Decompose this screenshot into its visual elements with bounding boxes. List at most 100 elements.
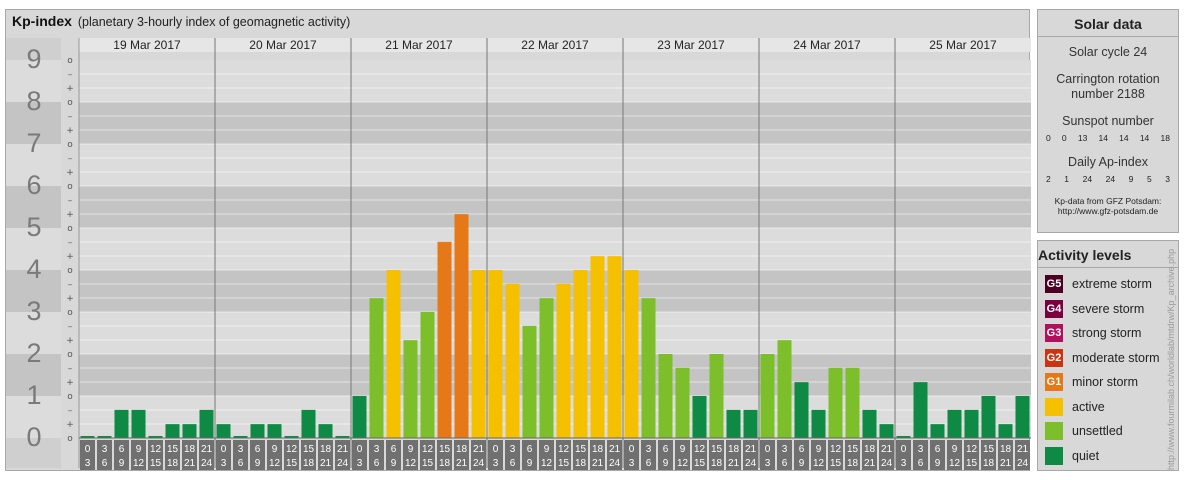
y-band-label-bg [6, 144, 61, 186]
kp-bar [114, 409, 129, 438]
interval-cell [896, 440, 911, 470]
y-band-label-bg [6, 60, 61, 102]
activity-level-swatch: G4 [1045, 299, 1063, 318]
activity-level-row: G2 moderate storm [1038, 346, 1178, 371]
y-tick-label: 3 [26, 296, 41, 326]
interval-start-label: 21 [745, 444, 757, 455]
interval-start-label: 0 [765, 444, 771, 455]
interval-end-label: 3 [901, 458, 907, 469]
y-subtick-label: o [67, 98, 73, 108]
interval-end-label: 24 [609, 458, 621, 469]
interval-end-label: 24 [881, 458, 893, 469]
y-subtick-label: + [66, 336, 74, 346]
y-band-label-bg [6, 186, 61, 228]
interval-end-label: 24 [473, 458, 485, 469]
kp-bar [97, 436, 112, 438]
kp-bar [233, 436, 248, 438]
interval-start-label: 12 [830, 444, 842, 455]
y-band [79, 186, 1031, 228]
interval-end-label: 12 [133, 458, 145, 469]
sunspot-value: 14 [1098, 133, 1108, 143]
sunspot-label: Sunspot number [1062, 114, 1154, 128]
interval-start-label: 15 [575, 444, 587, 455]
y-subtick-label: – [68, 238, 73, 248]
day-label: 19 Mar 2017 [113, 38, 181, 52]
kp-bar [148, 436, 163, 438]
interval-cell [947, 440, 962, 470]
interval-end-label: 12 [405, 458, 417, 469]
interval-start-label: 0 [493, 444, 499, 455]
kp-bar [981, 396, 996, 438]
interval-start-label: 15 [167, 444, 179, 455]
interval-end-label: 6 [102, 458, 108, 469]
y-subtick-label: + [66, 168, 74, 178]
interval-start-label: 15 [711, 444, 723, 455]
activity-level-label: severe storm [1072, 301, 1145, 316]
interval-end-label: 21 [592, 458, 604, 469]
kp-bar [573, 270, 588, 438]
sunspot-value: 14 [1139, 133, 1150, 143]
kp-bar [250, 424, 265, 438]
kp-bar [454, 214, 469, 438]
interval-end-label: 9 [527, 458, 533, 469]
interval-cell [624, 440, 639, 470]
interval-cell [539, 440, 554, 470]
interval-end-label: 21 [1000, 458, 1012, 469]
interval-start-label: 21 [473, 444, 485, 455]
interval-end-label: 18 [575, 458, 587, 469]
interval-start-label: 3 [918, 444, 924, 455]
interval-end-label: 9 [663, 458, 669, 469]
y-tick-label: 7 [26, 128, 41, 158]
interval-cell [607, 440, 622, 470]
interval-end-label: 12 [269, 458, 281, 469]
interval-cell [80, 440, 95, 470]
interval-cell [930, 440, 945, 470]
kp-bar [420, 312, 435, 438]
interval-start-label: 21 [201, 444, 213, 455]
solar-data-title: Solar data [1038, 10, 1178, 37]
interval-start-label: 0 [629, 444, 635, 455]
sunspot-value: 18 [1160, 133, 1170, 143]
y-tick-label: 1 [26, 380, 41, 410]
y-band [79, 60, 1031, 102]
y-band [79, 144, 1031, 186]
kp-bar [964, 409, 979, 438]
interval-end-label: 18 [167, 458, 179, 469]
kp-bar [165, 424, 180, 438]
activity-level-label: extreme storm [1072, 277, 1152, 292]
interval-start-label: 12 [150, 444, 162, 455]
activity-level-row: G3 strong storm [1038, 321, 1178, 346]
day-label: 21 Mar 2017 [385, 38, 453, 52]
interval-cell [845, 440, 860, 470]
interval-start-label: 18 [456, 444, 468, 455]
interval-cell [471, 440, 486, 470]
interval-start-label: 3 [374, 444, 380, 455]
y-band-label-bg [6, 312, 61, 354]
kp-bar [352, 396, 367, 438]
interval-cell [420, 440, 435, 470]
interval-end-label: 18 [711, 458, 723, 469]
ap-value: 24 [1105, 174, 1116, 184]
interval-end-label: 12 [541, 458, 553, 469]
y-subtick-label: – [68, 196, 73, 206]
y-subtick-label: + [66, 420, 74, 430]
kp-bar [777, 340, 792, 438]
interval-start-label: 9 [544, 444, 550, 455]
interval-cell [216, 440, 231, 470]
interval-end-label: 6 [782, 458, 788, 469]
watermark: http://www.fourmilab.ch/worldlab/mtdrw/K… [1166, 248, 1176, 470]
interval-end-label: 18 [303, 458, 315, 469]
interval-start-label: 18 [864, 444, 876, 455]
y-tick-label: 4 [26, 254, 41, 284]
interval-end-label: 21 [456, 458, 468, 469]
interval-cell [828, 440, 843, 470]
y-band [79, 102, 1031, 144]
kp-bar [318, 424, 333, 438]
credit: Kp-data from GFZ Potsdam: http://www.gfz… [1038, 196, 1178, 216]
interval-start-label: 12 [422, 444, 434, 455]
kp-bar [80, 436, 95, 438]
interval-start-label: 15 [439, 444, 451, 455]
day-header-strip [79, 38, 1031, 52]
y-subtick-label: – [68, 364, 73, 374]
interval-cell [862, 440, 877, 470]
